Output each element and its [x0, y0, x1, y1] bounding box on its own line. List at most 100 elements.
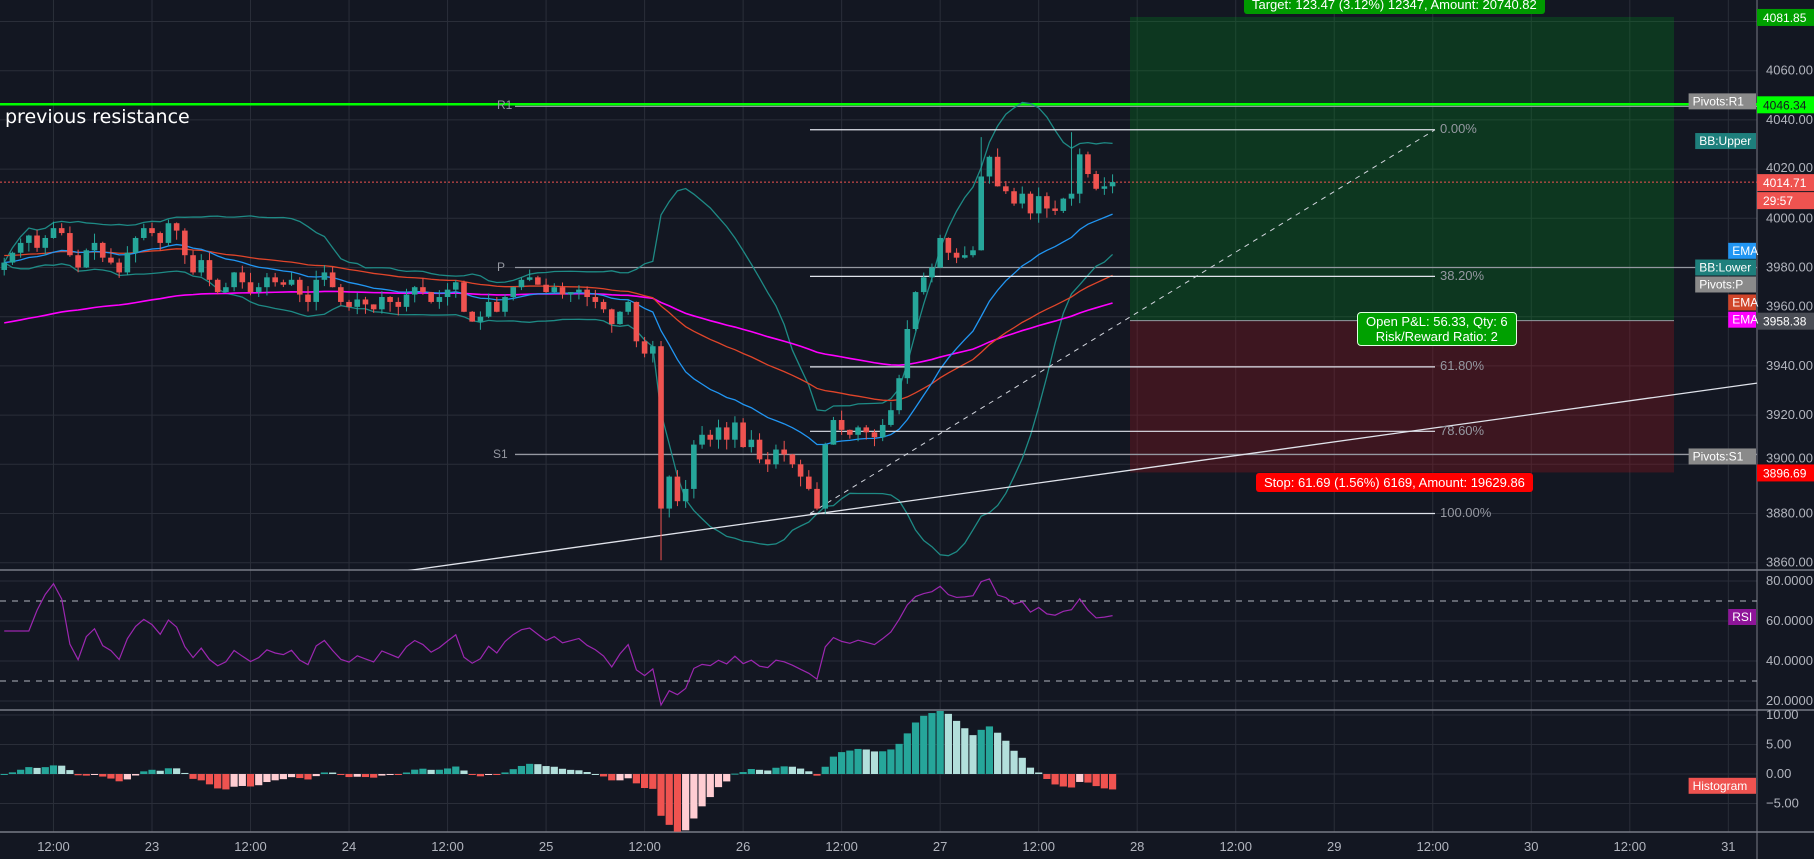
- candle: [83, 248, 90, 268]
- candle-body: [346, 301, 352, 307]
- candle: [896, 374, 902, 415]
- candle-body: [904, 329, 911, 379]
- histogram-bar: [714, 774, 723, 788]
- histogram-bar: [493, 774, 501, 775]
- candle-body: [797, 464, 804, 477]
- histogram-bar: [1067, 774, 1076, 788]
- candle: [978, 137, 985, 251]
- candle-body: [1109, 182, 1116, 187]
- candle: [929, 263, 935, 283]
- trendline: [407, 382, 1757, 570]
- histogram-bar: [230, 774, 238, 787]
- candle-body: [789, 454, 796, 465]
- candle: [370, 304, 377, 313]
- candle: [91, 233, 98, 260]
- candle: [1044, 192, 1050, 218]
- fib-label-100: 100.00%: [1440, 505, 1492, 520]
- histogram-bar: [772, 767, 780, 774]
- candle: [732, 416, 738, 448]
- rsi-tag: RSI: [1728, 609, 1756, 625]
- pivot-p-label: P: [497, 260, 506, 274]
- histogram-bar: [1059, 774, 1067, 787]
- ema-slow-tag-bg: [1728, 311, 1756, 328]
- candle-body: [699, 434, 705, 445]
- candle: [403, 288, 410, 312]
- histogram-bar: [780, 766, 788, 774]
- candle-body: [182, 230, 188, 256]
- candle: [822, 442, 829, 514]
- candle: [1068, 132, 1075, 206]
- histogram-bar: [731, 773, 739, 775]
- candle-body: [231, 272, 237, 288]
- entry-price-tag: 3958.38: [1757, 312, 1814, 330]
- histogram-bar: [994, 732, 1002, 774]
- candle-body: [978, 176, 985, 251]
- candle-body: [411, 287, 418, 295]
- candle-body: [149, 228, 155, 234]
- candle: [953, 248, 960, 264]
- candle-body: [190, 255, 196, 273]
- histogram-bar: [452, 766, 460, 774]
- rsi-tick: 80.0000: [1766, 573, 1813, 588]
- histogram-bar: [977, 729, 985, 774]
- histogram-bar: [1100, 774, 1108, 789]
- candle-body: [157, 233, 164, 243]
- histogram-bar: [131, 774, 140, 776]
- histogram-bar: [641, 774, 649, 789]
- histogram-bar: [673, 774, 682, 832]
- histogram-bar: [271, 774, 279, 781]
- candle: [559, 282, 566, 299]
- histogram-bar: [534, 764, 542, 774]
- rsi-pane[interactable]: [0, 578, 1757, 707]
- candle: [625, 300, 631, 315]
- candle-body: [50, 228, 57, 238]
- pivot-r1-label: R1: [497, 98, 513, 112]
- candle-body: [674, 476, 681, 502]
- price-pane[interactable]: [0, 101, 1757, 571]
- candle: [198, 254, 205, 277]
- candle-body: [608, 309, 615, 325]
- histogram-bar: [501, 772, 509, 774]
- histogram-bar: [386, 774, 394, 775]
- histogram-bar: [419, 768, 427, 774]
- pivot-p-tag-bg: [1695, 276, 1756, 293]
- price-tick: 3900.00: [1766, 450, 1813, 465]
- candle-body: [1093, 174, 1099, 189]
- candle-body: [67, 233, 73, 256]
- axes[interactable]: 4060.00 4040.00 4020.00 4000.00 3980.00 3960.…: [37, 63, 1813, 854]
- candle-body: [814, 488, 820, 509]
- candle: [387, 296, 393, 312]
- price-tick: 4000.00: [1766, 210, 1813, 225]
- candle-body: [641, 341, 648, 354]
- candle-body: [723, 427, 730, 440]
- histogram-bar: [1002, 740, 1010, 774]
- candle-body: [617, 311, 623, 325]
- candle-body: [510, 287, 517, 298]
- candle-body: [198, 260, 205, 273]
- histogram-bar: [1076, 774, 1084, 782]
- candle: [255, 282, 262, 297]
- pivot-s1-label: S1: [493, 447, 508, 461]
- histogram-bar: [17, 769, 25, 774]
- histogram-bar: [895, 743, 903, 774]
- histogram-bar: [1018, 757, 1026, 774]
- time-tick: 24: [342, 839, 356, 854]
- candle: [912, 291, 919, 331]
- candle-body: [461, 282, 467, 312]
- open-pnl-box: Open P&L: 56.33, Qty: 6 Risk/Reward Rati…: [1357, 312, 1517, 346]
- rsi-tag-bg: [1728, 609, 1756, 625]
- ema-fast-line: [4, 213, 1113, 446]
- candle: [1011, 187, 1017, 206]
- histogram-bar: [246, 774, 255, 787]
- pivot-r1-tag: Pivots:R1: [1688, 93, 1756, 110]
- macd-histogram-pane[interactable]: [0, 710, 1117, 832]
- countdown-tag-text: 29:57: [1763, 194, 1793, 208]
- candle: [600, 299, 607, 313]
- histogram-bar: [591, 773, 599, 775]
- candle-body: [469, 311, 475, 322]
- candle: [748, 430, 755, 453]
- candle-body: [863, 427, 870, 433]
- candle-body: [535, 277, 541, 285]
